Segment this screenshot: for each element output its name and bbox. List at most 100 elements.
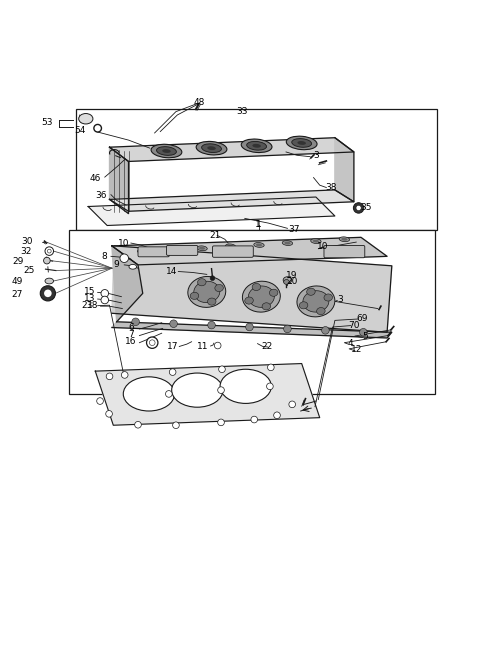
Circle shape — [146, 337, 158, 348]
Ellipse shape — [94, 124, 101, 132]
Text: 1: 1 — [256, 219, 262, 229]
Text: 30: 30 — [22, 237, 33, 246]
Text: 19: 19 — [286, 271, 298, 280]
Circle shape — [322, 327, 329, 334]
Text: 1: 1 — [255, 219, 261, 229]
Circle shape — [44, 257, 50, 264]
Text: 3: 3 — [338, 295, 344, 305]
Text: 9: 9 — [114, 261, 120, 269]
Ellipse shape — [190, 292, 199, 299]
Ellipse shape — [256, 244, 262, 246]
Ellipse shape — [168, 248, 174, 251]
Text: 4: 4 — [347, 339, 353, 348]
Text: 37: 37 — [288, 225, 300, 234]
Ellipse shape — [252, 144, 261, 148]
Ellipse shape — [303, 291, 329, 312]
Ellipse shape — [140, 250, 146, 253]
Circle shape — [266, 383, 273, 390]
Ellipse shape — [292, 139, 312, 147]
Text: 46: 46 — [90, 174, 101, 183]
Text: 36: 36 — [95, 191, 107, 200]
Ellipse shape — [129, 265, 137, 269]
Text: 3: 3 — [313, 151, 319, 160]
Circle shape — [101, 290, 108, 297]
Ellipse shape — [138, 249, 148, 254]
Ellipse shape — [254, 242, 264, 248]
Circle shape — [132, 318, 139, 326]
Ellipse shape — [242, 281, 280, 312]
Ellipse shape — [45, 278, 54, 284]
Ellipse shape — [284, 280, 289, 284]
Circle shape — [135, 421, 141, 428]
Text: 23: 23 — [82, 301, 93, 310]
Ellipse shape — [162, 149, 171, 153]
Ellipse shape — [198, 278, 206, 286]
Circle shape — [218, 419, 224, 426]
FancyBboxPatch shape — [138, 247, 169, 257]
Circle shape — [215, 342, 221, 349]
Text: 49: 49 — [12, 276, 23, 286]
Text: 21: 21 — [210, 231, 221, 240]
Polygon shape — [335, 138, 354, 202]
Circle shape — [40, 286, 56, 301]
Circle shape — [106, 373, 113, 380]
Ellipse shape — [353, 202, 364, 213]
Ellipse shape — [317, 307, 325, 314]
Ellipse shape — [199, 247, 205, 250]
Polygon shape — [112, 246, 143, 322]
Text: 20: 20 — [286, 278, 298, 286]
Text: 70: 70 — [348, 321, 360, 330]
Text: 14: 14 — [166, 267, 178, 276]
Ellipse shape — [79, 113, 93, 124]
Ellipse shape — [220, 369, 271, 403]
Ellipse shape — [324, 294, 333, 301]
Ellipse shape — [225, 244, 236, 249]
Ellipse shape — [339, 237, 349, 242]
Ellipse shape — [283, 276, 292, 284]
Ellipse shape — [123, 377, 175, 411]
Text: 18: 18 — [87, 301, 98, 310]
Text: 8: 8 — [101, 252, 107, 261]
Ellipse shape — [245, 297, 253, 304]
Circle shape — [45, 247, 54, 255]
Text: 12: 12 — [351, 345, 362, 354]
Ellipse shape — [156, 147, 176, 155]
Text: 11: 11 — [197, 341, 209, 350]
FancyBboxPatch shape — [167, 246, 198, 255]
Ellipse shape — [172, 373, 223, 407]
FancyBboxPatch shape — [324, 246, 365, 258]
Polygon shape — [112, 246, 392, 332]
Polygon shape — [109, 190, 354, 212]
Polygon shape — [109, 147, 129, 214]
Text: 7: 7 — [128, 330, 134, 339]
Circle shape — [246, 323, 253, 331]
Circle shape — [251, 416, 258, 423]
Text: 17: 17 — [167, 341, 179, 350]
Ellipse shape — [262, 303, 271, 310]
Ellipse shape — [188, 276, 226, 307]
Ellipse shape — [313, 240, 319, 242]
Circle shape — [210, 276, 215, 280]
Ellipse shape — [356, 205, 361, 210]
Ellipse shape — [286, 136, 317, 150]
Bar — [69, 231, 434, 394]
Circle shape — [166, 390, 172, 397]
Ellipse shape — [311, 238, 321, 244]
Ellipse shape — [196, 141, 227, 155]
Polygon shape — [112, 322, 392, 338]
Text: 48: 48 — [194, 98, 205, 107]
Circle shape — [170, 320, 178, 328]
Ellipse shape — [166, 248, 177, 252]
Text: 6: 6 — [128, 324, 134, 333]
Circle shape — [219, 366, 225, 373]
Text: 29: 29 — [13, 257, 24, 266]
Text: 10: 10 — [118, 238, 130, 248]
Ellipse shape — [194, 281, 220, 303]
Text: 16: 16 — [125, 337, 137, 346]
Text: 69: 69 — [356, 314, 368, 324]
Text: 54: 54 — [74, 126, 86, 135]
Circle shape — [274, 412, 280, 419]
Ellipse shape — [151, 144, 182, 158]
Text: 5: 5 — [362, 332, 368, 341]
Ellipse shape — [241, 139, 272, 153]
